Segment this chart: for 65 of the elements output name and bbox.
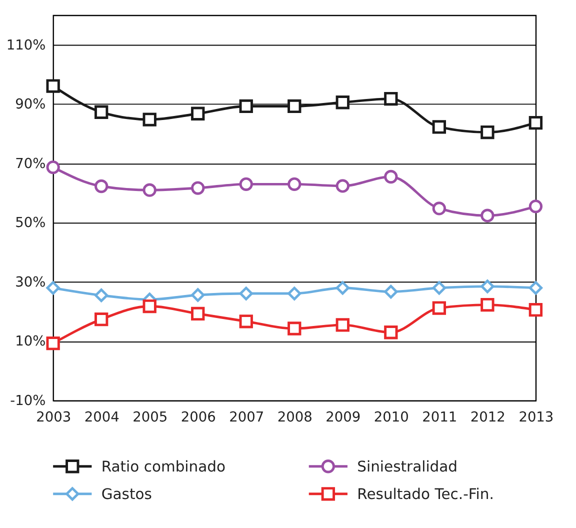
point bbox=[336, 318, 350, 332]
point bbox=[191, 288, 205, 302]
point bbox=[336, 96, 350, 110]
legend-label: Gastos bbox=[101, 486, 152, 503]
x-tick-label: 2012 bbox=[470, 410, 506, 426]
point bbox=[432, 120, 446, 134]
point bbox=[336, 281, 350, 295]
point bbox=[528, 303, 543, 317]
y-tick-label: 10% bbox=[15, 334, 46, 350]
point bbox=[94, 179, 108, 194]
x-tick-label: 2009 bbox=[326, 410, 361, 426]
point bbox=[480, 298, 494, 312]
point bbox=[191, 306, 205, 321]
point bbox=[432, 281, 446, 295]
y-tick-label: 50% bbox=[15, 215, 46, 232]
point bbox=[142, 299, 156, 314]
x-tick-label: 2010 bbox=[374, 410, 409, 426]
point bbox=[94, 288, 108, 302]
point bbox=[432, 202, 446, 216]
x-tick-label: 2005 bbox=[132, 410, 168, 426]
point bbox=[288, 99, 302, 114]
point bbox=[94, 105, 108, 119]
x-tick-label: 2013 bbox=[518, 410, 554, 426]
point bbox=[480, 125, 494, 140]
point bbox=[142, 183, 156, 197]
legend-label: Siniestralidad bbox=[357, 458, 458, 476]
point bbox=[94, 312, 108, 326]
y-tick-label: 30% bbox=[15, 274, 46, 290]
point bbox=[288, 322, 302, 336]
point bbox=[142, 112, 156, 126]
point bbox=[528, 200, 543, 214]
point bbox=[46, 160, 60, 174]
point bbox=[239, 286, 253, 300]
point bbox=[384, 326, 398, 340]
y-tick-label: -10% bbox=[10, 392, 46, 409]
point bbox=[288, 177, 302, 191]
y-tick-label: 70% bbox=[15, 156, 46, 172]
point bbox=[480, 208, 494, 222]
point bbox=[384, 92, 398, 106]
point bbox=[288, 286, 302, 300]
point bbox=[239, 314, 253, 328]
y-tick-label: 90% bbox=[15, 96, 46, 113]
point bbox=[46, 281, 60, 295]
point bbox=[432, 301, 446, 315]
point bbox=[480, 280, 494, 294]
point bbox=[239, 177, 253, 191]
legend-label: Ratio combinado bbox=[101, 458, 226, 476]
point bbox=[336, 179, 350, 193]
x-tick-label: 2006 bbox=[180, 410, 216, 426]
point bbox=[46, 79, 60, 93]
point bbox=[46, 336, 60, 350]
point bbox=[191, 106, 205, 120]
x-tick-label: 2004 bbox=[84, 410, 120, 426]
x-tick-label: 2003 bbox=[36, 410, 72, 426]
legend-label: Resultado Tec.-Fin. bbox=[357, 486, 494, 503]
point bbox=[384, 284, 398, 299]
x-tick-label: 2008 bbox=[277, 410, 312, 426]
y-tick-label: 110% bbox=[6, 37, 46, 54]
point bbox=[384, 170, 398, 184]
point bbox=[239, 99, 253, 114]
x-tick-label: 2007 bbox=[229, 410, 264, 426]
point bbox=[528, 116, 543, 130]
point bbox=[191, 181, 205, 195]
x-tick-label: 2011 bbox=[422, 410, 458, 426]
point bbox=[528, 281, 543, 295]
